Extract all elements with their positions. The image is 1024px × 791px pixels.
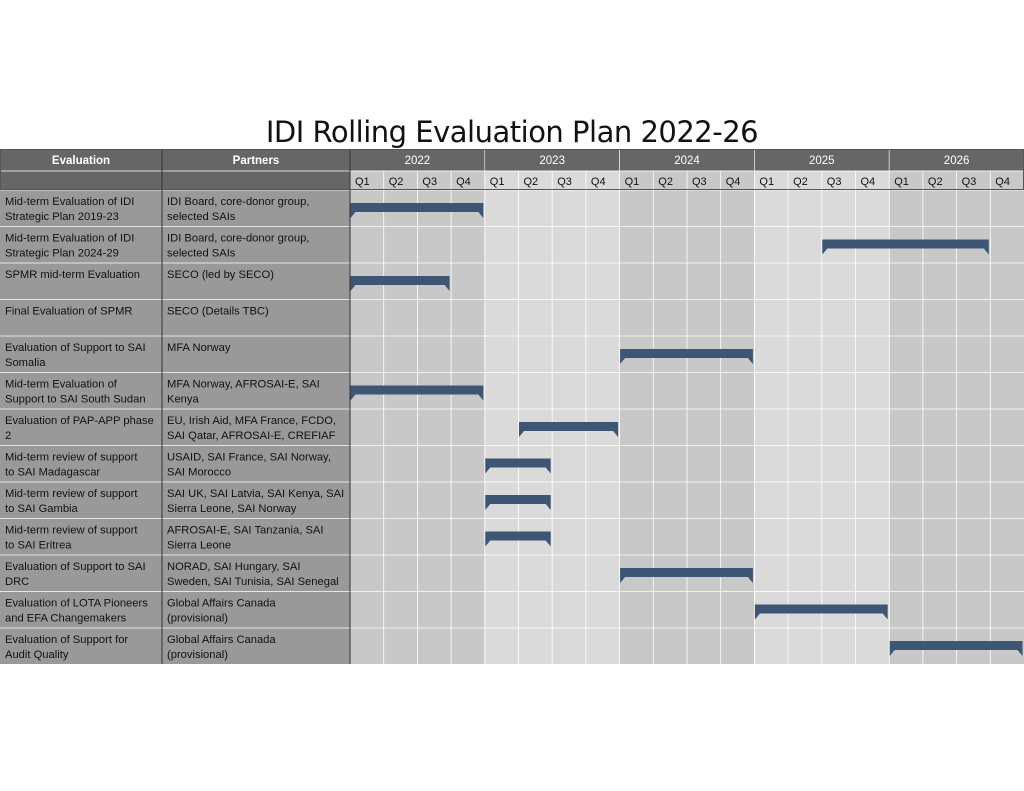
evaluation-name: Evaluation of PAP-APP phase (5, 415, 154, 427)
evaluation-name: Support to SAI South Sudan (5, 394, 146, 406)
partners-text: USAID, SAI France, SAI Norway, (167, 452, 331, 464)
partners-text: Global Affairs Canada (167, 598, 276, 610)
year-label: 2026 (944, 155, 970, 167)
timeline-bar (822, 239, 989, 255)
year-label: 2023 (539, 155, 565, 167)
evaluation-name: Evaluation of Support for (5, 634, 128, 646)
quarter-label: Q1 (894, 176, 909, 188)
partners-text: Sierra Leone, SAI Norway (167, 503, 297, 515)
timeline-bar (350, 276, 450, 291)
evaluation-name: Somalia (5, 357, 46, 369)
evaluation-name: to SAI Madagascar (5, 467, 100, 479)
evaluation-name: Mid-term Evaluation of IDI (5, 196, 134, 208)
quarter-label: Q3 (422, 176, 437, 188)
evaluation-name: Evaluation of Support to SAI (5, 561, 146, 573)
evaluation-name: Final Evaluation of SPMR (5, 306, 132, 318)
quarter-label: Q4 (861, 176, 876, 188)
evaluation-name: Evaluation of Support to SAI (5, 342, 146, 354)
evaluation-name: to SAI Gambia (5, 503, 79, 515)
partners-text: SAI Morocco (167, 467, 231, 479)
partners-text: selected SAIs (167, 248, 236, 260)
evaluation-name: Evaluation of LOTA Pioneers (5, 598, 148, 610)
quarter-label: Q4 (456, 176, 471, 188)
partners-text: AFROSAI-E, SAI Tanzania, SAI (167, 525, 323, 537)
evaluation-name: Mid-term review of support (5, 452, 138, 464)
evaluation-name: 2 (5, 430, 11, 442)
quarter-label: Q2 (793, 176, 808, 188)
partners-text: IDI Board, core-donor group, (167, 196, 309, 208)
partners-text: (provisional) (167, 613, 228, 625)
gantt-chart: Evaluation Partners 2022 2023 2024 2025 2026 Q1… (0, 149, 1024, 664)
timeline-bar (754, 604, 888, 620)
evaluation-name: Mid-term Evaluation of IDI (5, 233, 134, 245)
partners-text: Sweden, SAI Tunisia, SAI Senegal (167, 576, 339, 588)
quarter-label: Q1 (759, 176, 774, 188)
evaluation-name: Strategic Plan 2019-23 (5, 211, 119, 223)
year-label: 2025 (809, 155, 835, 167)
evaluation-name: Strategic Plan 2024-29 (5, 248, 119, 260)
evaluation-header-cell (0, 149, 162, 190)
evaluation-name: Audit Quality (5, 649, 69, 661)
timeline-bar (620, 568, 753, 583)
partners-text: SECO (Details TBC) (167, 306, 269, 318)
quarter-label: Q1 (490, 176, 505, 188)
partners-text: EU, Irish Aid, MFA France, FCDO, (167, 415, 336, 427)
partners-text: IDI Board, core-donor group, (167, 233, 309, 245)
quarter-label: Q4 (995, 176, 1010, 188)
quarter-label: Q1 (625, 176, 640, 188)
evaluation-name: Mid-term review of support (5, 525, 138, 537)
partners-text: Kenya (167, 394, 199, 406)
evaluation-name: DRC (5, 576, 29, 588)
partners-column-header: Partners (233, 155, 280, 167)
evaluation-name: to SAI Eritrea (5, 540, 72, 552)
evaluation-column-body (0, 190, 162, 664)
evaluation-column-header: Evaluation (52, 155, 110, 167)
quarter-label: Q4 (726, 176, 741, 188)
evaluation-name: and EFA Changemakers (5, 613, 127, 625)
quarter-label: Q3 (827, 176, 842, 188)
partners-text: Sierra Leone (167, 540, 231, 552)
quarter-label: Q3 (557, 176, 572, 188)
timeline-bar (519, 422, 619, 437)
evaluation-name: SPMR mid-term Evaluation (5, 269, 140, 281)
partners-header-cell (162, 149, 350, 190)
partners-text: SAI Qatar, AFROSAI-E, CREFIAF (167, 430, 336, 442)
quarter-label: Q2 (658, 176, 673, 188)
quarter-label: Q2 (928, 176, 943, 188)
quarter-label: Q1 (355, 176, 370, 188)
partners-text: Global Affairs Canada (167, 634, 276, 646)
timeline-bar (620, 349, 753, 364)
quarter-label: Q4 (591, 176, 606, 188)
quarter-label: Q2 (389, 176, 404, 188)
timeline-bar (350, 203, 484, 218)
year-label: 2024 (674, 155, 700, 167)
partners-text: NORAD, SAI Hungary, SAI (167, 561, 300, 573)
partners-text: SECO (led by SECO) (167, 269, 274, 281)
partners-text: MFA Norway (167, 342, 231, 354)
timeline-bar (350, 385, 484, 401)
timeline-bar (485, 495, 551, 510)
year-label: 2022 (405, 155, 431, 167)
timeline-bar (485, 458, 551, 474)
timeline-bar (889, 641, 1023, 656)
partners-text: SAI UK, SAI Latvia, SAI Kenya, SAI (167, 488, 344, 500)
evaluation-name: Mid-term Evaluation of (5, 379, 118, 391)
partners-text: (provisional) (167, 649, 228, 661)
partners-column-body (162, 190, 350, 664)
partners-text: selected SAIs (167, 211, 236, 223)
page-title: IDI Rolling Evaluation Plan 2022-26 (265, 115, 759, 149)
quarter-label: Q2 (524, 176, 539, 188)
evaluation-name: Mid-term review of support (5, 488, 138, 500)
quarter-label: Q3 (692, 176, 707, 188)
timeline-bar (485, 531, 551, 547)
partners-text: MFA Norway, AFROSAI-E, SAI (167, 379, 320, 391)
quarter-label: Q3 (962, 176, 977, 188)
